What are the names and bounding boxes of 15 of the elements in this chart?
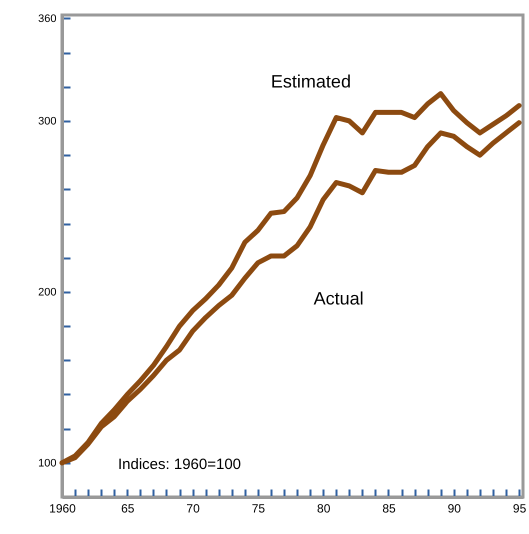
x-tick-label: 65 [121,502,135,516]
x-tick-label: 85 [382,502,396,516]
x-tick-label: 70 [186,502,200,516]
y-tick-label: 100 [38,457,56,470]
x-tick-label: 90 [448,502,462,516]
text: Actual [314,288,364,308]
y-tick-label: 360 [38,12,56,25]
series-label: Estimated [270,71,351,92]
y-tick-label: 300 [38,115,56,128]
x-tick-label: 95 [512,502,527,516]
x-tick-label: 1960 [49,502,76,516]
annotation: Indices: 1960=100 [118,456,242,473]
y-tick-label: 200 [38,286,56,298]
x-tick-label: 80 [317,502,331,516]
x-tick-label: 75 [252,502,266,516]
